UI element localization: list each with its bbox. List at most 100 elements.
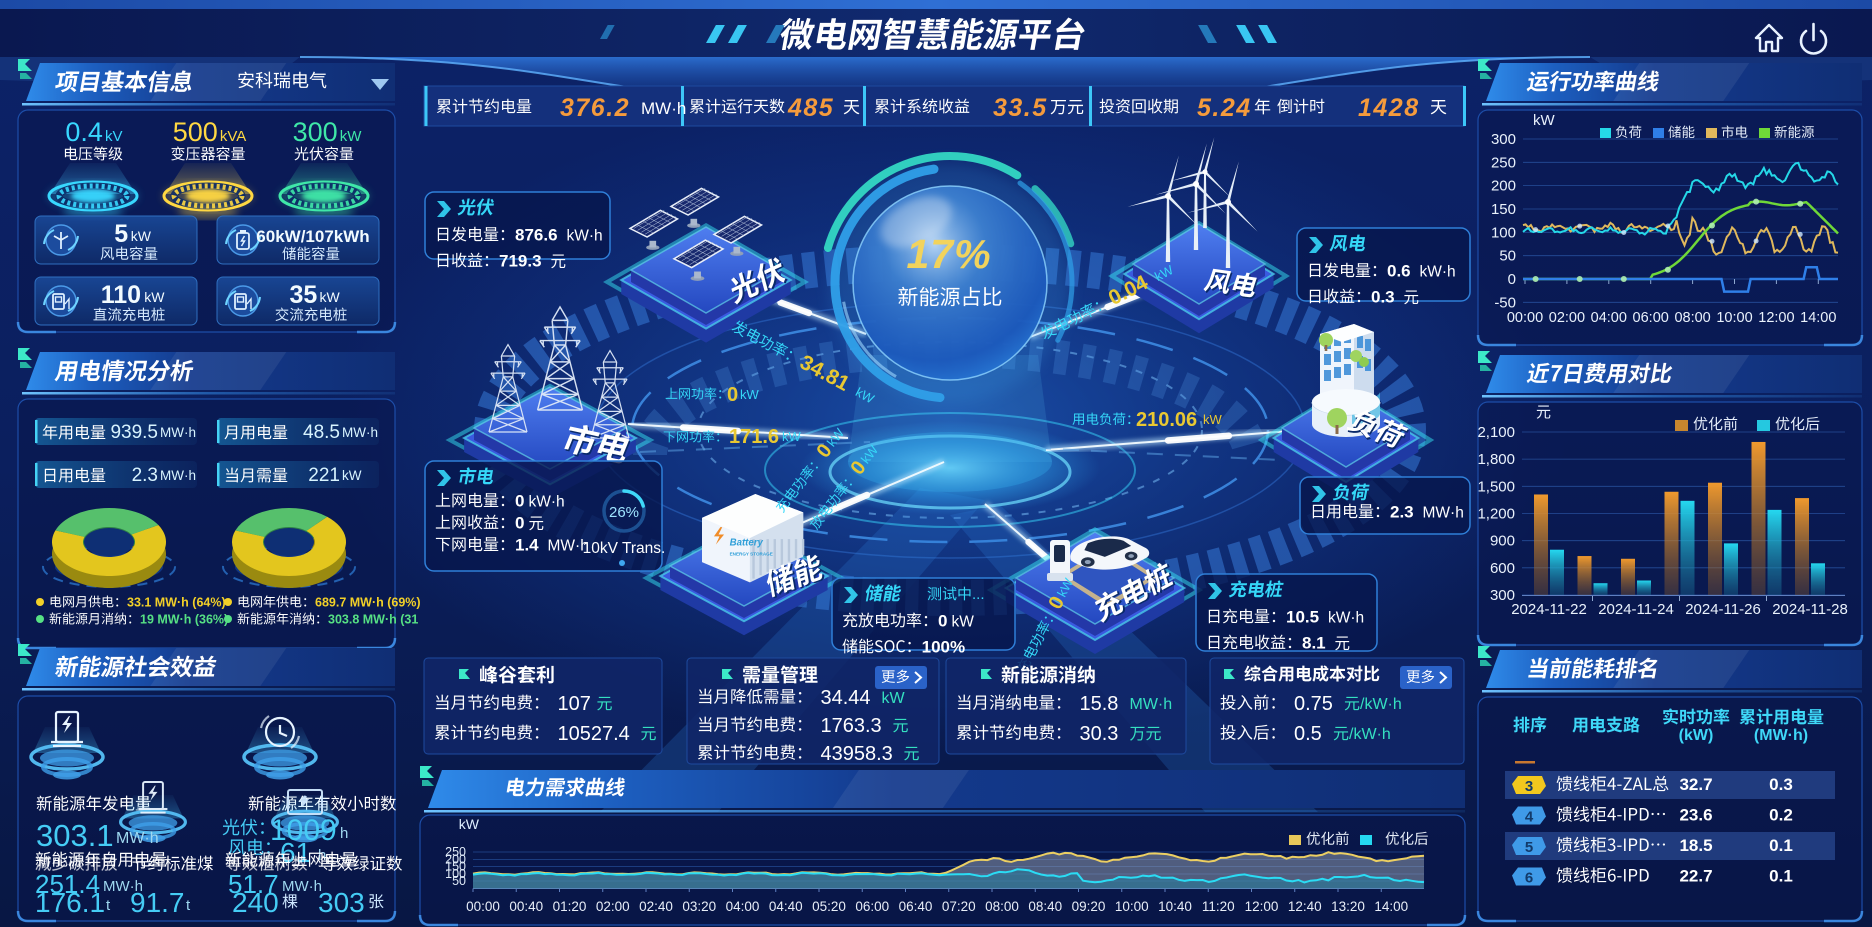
svg-text:元: 元 — [551, 254, 567, 271]
svg-text:51.7: 51.7 — [228, 869, 279, 899]
svg-text:MW·h: MW·h — [641, 99, 686, 118]
svg-text:元: 元 — [529, 516, 545, 533]
svg-text:2024-11-26: 2024-11-26 — [1685, 601, 1761, 618]
svg-text:kVA: kVA — [220, 128, 246, 145]
svg-text:5.24: 5.24 — [1197, 94, 1252, 122]
svg-text:15.8: 15.8 — [1080, 693, 1119, 715]
svg-text:32.7: 32.7 — [1679, 775, 1712, 794]
svg-text:06:40: 06:40 — [899, 899, 933, 914]
svg-text:kW: kW — [340, 128, 363, 145]
svg-text:11:20: 11:20 — [1202, 899, 1235, 914]
svg-text:719.3: 719.3 — [499, 252, 542, 271]
svg-text:1,500: 1,500 — [1477, 478, 1515, 495]
svg-text:kW·h: kW·h — [529, 494, 565, 511]
svg-text:ENERGY STORAGE: ENERGY STORAGE — [730, 552, 773, 557]
svg-text:19 MW·h (36%): 19 MW·h (36%) — [140, 613, 228, 627]
svg-text:240: 240 — [232, 887, 279, 918]
svg-text:元: 元 — [1404, 290, 1420, 307]
svg-text:251.4: 251.4 — [35, 869, 100, 899]
svg-text:kW: kW — [782, 429, 802, 444]
svg-text:221: 221 — [308, 465, 340, 486]
svg-text:107: 107 — [558, 693, 591, 715]
svg-text:500: 500 — [173, 117, 218, 147]
svg-text:MW·h: MW·h — [1423, 505, 1464, 522]
svg-text:2024-11-22: 2024-11-22 — [1511, 601, 1587, 618]
svg-text:3: 3 — [1525, 778, 1533, 795]
svg-text:1.4: 1.4 — [515, 536, 539, 555]
svg-text:03:20: 03:20 — [682, 899, 716, 914]
svg-text:176.1: 176.1 — [35, 887, 105, 918]
svg-text:10kV Trans.: 10kV Trans. — [583, 540, 666, 557]
svg-text:08:40: 08:40 — [1028, 899, 1062, 914]
svg-text:-50: -50 — [1494, 294, 1516, 311]
svg-text:MW·h: MW·h — [548, 538, 589, 555]
svg-text:01:20: 01:20 — [553, 899, 587, 914]
svg-text:kW: kW — [740, 387, 760, 402]
svg-text:t: t — [186, 897, 191, 914]
svg-text:06:00: 06:00 — [855, 899, 889, 914]
svg-text:kW·h: kW·h — [567, 228, 603, 245]
svg-text:02:40: 02:40 — [639, 899, 673, 914]
svg-text:0: 0 — [938, 612, 947, 631]
svg-text:kW: kW — [144, 289, 165, 305]
svg-text:00:00: 00:00 — [1507, 310, 1543, 326]
svg-text:MW·h: MW·h — [1130, 696, 1173, 713]
svg-text:(MW·h): (MW·h) — [1754, 727, 1808, 744]
svg-text:kW·h: kW·h — [1328, 610, 1364, 627]
svg-text:26%: 26% — [609, 504, 639, 521]
svg-text:10527.4: 10527.4 — [558, 723, 630, 745]
svg-text:MW·h: MW·h — [160, 425, 196, 440]
svg-text:0.3: 0.3 — [1371, 288, 1395, 307]
svg-text:kW: kW — [320, 289, 341, 305]
svg-text:8.1: 8.1 — [1302, 634, 1326, 653]
svg-text:110: 110 — [101, 281, 141, 309]
svg-text:02:00: 02:00 — [596, 899, 630, 914]
svg-text:4: 4 — [1525, 809, 1534, 826]
svg-text:100%: 100% — [922, 638, 965, 657]
svg-text:0: 0 — [727, 384, 738, 406]
svg-text:kW: kW — [882, 690, 906, 707]
svg-text:303.1: 303.1 — [36, 818, 114, 853]
svg-text:300: 300 — [293, 117, 338, 147]
svg-text:09:20: 09:20 — [1072, 899, 1106, 914]
svg-text:MW·h: MW·h — [282, 878, 322, 895]
svg-text:0: 0 — [515, 514, 524, 533]
svg-text:12:40: 12:40 — [1288, 899, 1322, 914]
svg-text:04:00: 04:00 — [1591, 310, 1627, 326]
svg-text:2.3: 2.3 — [132, 465, 158, 486]
svg-text:600: 600 — [1490, 560, 1515, 577]
svg-text:元: 元 — [641, 726, 657, 743]
svg-text:60kW/107kWh: 60kW/107kWh — [256, 227, 369, 246]
svg-text:33.1 MW·h (64%): 33.1 MW·h (64%) — [127, 596, 226, 610]
svg-text:kW: kW — [1533, 112, 1556, 129]
svg-text:689.7 MW·h (69%): 689.7 MW·h (69%) — [315, 596, 421, 610]
svg-text:250: 250 — [1491, 154, 1516, 171]
svg-text:kW: kW — [459, 816, 480, 832]
svg-text:34.44: 34.44 — [821, 687, 871, 709]
svg-text:Battery: Battery — [730, 538, 764, 549]
svg-text:10:40: 10:40 — [1158, 899, 1192, 914]
svg-text:12:00: 12:00 — [1758, 310, 1794, 326]
svg-text:6: 6 — [1525, 870, 1533, 887]
svg-text:0.1: 0.1 — [1769, 867, 1793, 886]
svg-text:元: 元 — [597, 696, 613, 713]
svg-text:kV: kV — [105, 128, 123, 145]
svg-text:900: 900 — [1490, 533, 1515, 550]
svg-text:10.5: 10.5 — [1286, 608, 1319, 627]
svg-text:10:00: 10:00 — [1115, 899, 1149, 914]
svg-text:...: ... — [972, 586, 985, 603]
svg-text:2,100: 2,100 — [1477, 424, 1515, 441]
svg-text:h: h — [340, 825, 348, 842]
svg-text:元/kW·h: 元/kW·h — [1333, 726, 1391, 743]
svg-text:150: 150 — [1491, 201, 1516, 218]
svg-text:876.6: 876.6 — [515, 226, 558, 245]
svg-text:43958.3: 43958.3 — [821, 743, 893, 765]
svg-text:12:00: 12:00 — [1245, 899, 1279, 914]
svg-text:MW·h: MW·h — [160, 468, 196, 483]
svg-text:06:00: 06:00 — [1633, 310, 1669, 326]
svg-text:0: 0 — [515, 492, 524, 511]
svg-text:1428: 1428 — [1358, 94, 1420, 122]
svg-text:kW: kW — [131, 228, 152, 244]
svg-text:1009: 1009 — [270, 814, 337, 847]
svg-text:50: 50 — [1499, 248, 1516, 265]
